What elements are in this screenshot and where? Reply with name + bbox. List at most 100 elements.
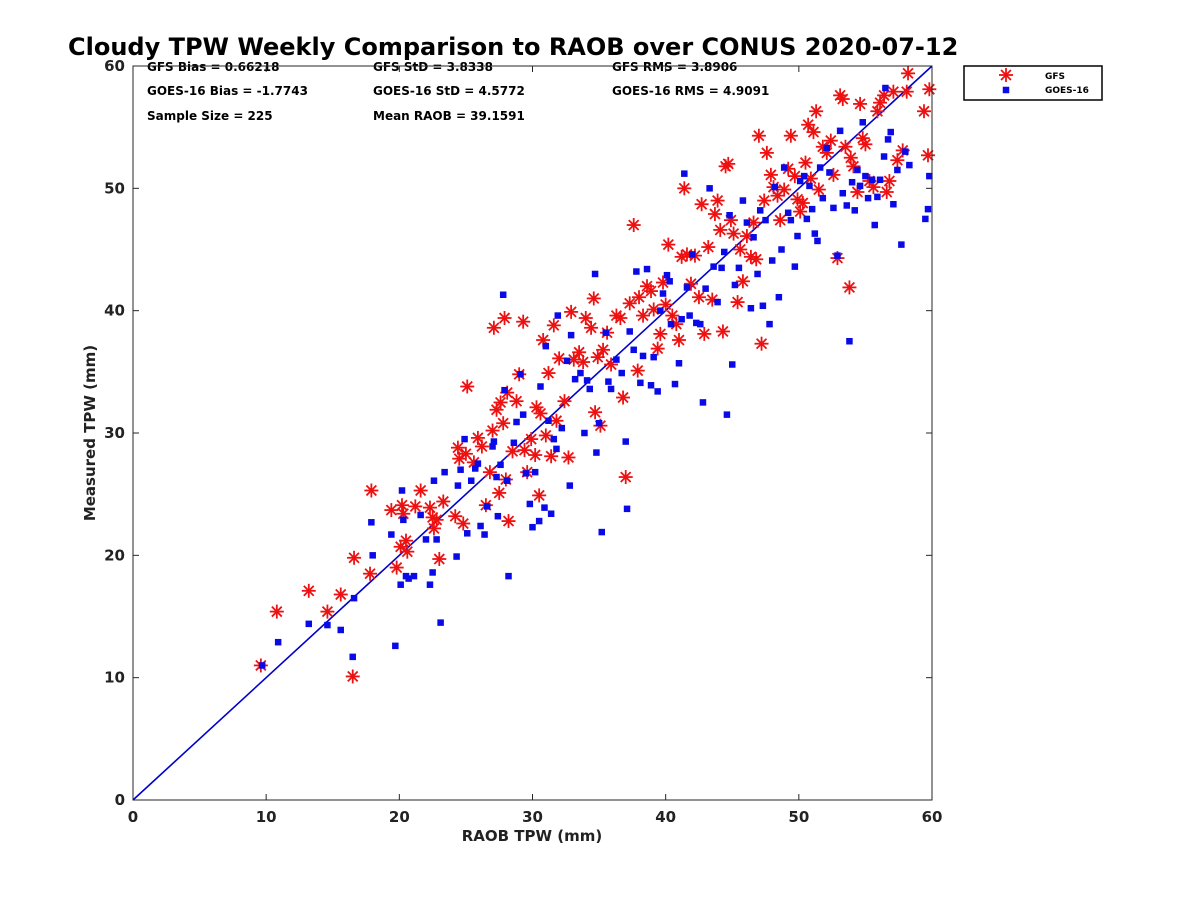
point-gfs: [408, 499, 423, 514]
legend: GFS GOES-16: [963, 65, 1103, 101]
point-goes16: [637, 379, 644, 387]
point-gfs: [436, 494, 451, 509]
point-goes16: [851, 207, 859, 214]
point-gfs: [632, 290, 647, 305]
y-tick-label: 60: [104, 57, 125, 75]
x-tick-label: 50: [788, 808, 809, 826]
point-gfs: [650, 341, 665, 356]
point-goes16: [541, 504, 548, 511]
point-goes16: [718, 264, 725, 272]
x-tick-label: 0: [128, 808, 138, 826]
point-gfs: [413, 483, 428, 498]
point-goes16: [647, 382, 655, 389]
point-gfs: [528, 448, 543, 463]
point-goes16: [405, 575, 412, 582]
point-gfs: [879, 185, 894, 200]
point-goes16: [505, 572, 512, 580]
point-goes16: [811, 230, 819, 237]
point-gfs: [524, 432, 539, 447]
point-goes16: [654, 388, 661, 395]
point-gfs: [838, 139, 853, 154]
stat-sample-size: Sample Size = 225: [147, 109, 273, 123]
point-gfs: [713, 222, 728, 237]
point-gfs: [882, 173, 897, 188]
point-goes16: [848, 178, 856, 186]
legend-asterisk: [999, 68, 1013, 82]
point-gfs: [474, 439, 489, 454]
point-goes16: [607, 385, 615, 393]
point-goes16: [747, 304, 755, 312]
point-gfs: [588, 405, 603, 420]
point-goes16: [762, 216, 769, 224]
point-gfs: [823, 133, 838, 148]
point-gfs: [694, 197, 709, 212]
point-goes16: [503, 477, 511, 484]
point-goes16: [417, 511, 424, 519]
point-gfs: [795, 196, 810, 211]
point-gfs: [921, 148, 936, 163]
point-goes16: [529, 523, 536, 531]
point-gfs: [809, 104, 824, 119]
point-gfs: [858, 137, 873, 152]
point-gfs: [269, 604, 284, 619]
point-goes16: [388, 531, 395, 538]
point-goes16: [859, 119, 867, 126]
point-goes16: [780, 164, 788, 171]
point-goes16: [823, 144, 831, 152]
point-goes16: [787, 216, 795, 224]
point-goes16: [819, 194, 827, 202]
point-goes16: [924, 205, 932, 213]
point-goes16: [880, 153, 888, 160]
point-goes16: [583, 377, 591, 384]
point-goes16: [305, 620, 313, 628]
point-gfs: [517, 443, 532, 458]
point-goes16: [926, 172, 933, 180]
point-gfs: [492, 485, 507, 500]
point-goes16: [429, 569, 436, 576]
point-goes16: [723, 411, 731, 418]
point-gfs: [751, 128, 766, 143]
point-goes16: [862, 172, 869, 180]
point-gfs: [584, 320, 599, 335]
y-tick-label: 0: [115, 791, 125, 809]
x-tick-label: 60: [922, 808, 943, 826]
point-goes16: [537, 383, 544, 390]
y-tick-label: 30: [104, 424, 125, 442]
point-goes16: [876, 176, 884, 184]
point-goes16: [598, 528, 605, 536]
point-goes16: [871, 221, 878, 229]
point-goes16: [522, 470, 530, 477]
point-goes16: [497, 461, 504, 469]
point-goes16: [481, 531, 488, 538]
point-goes16: [483, 503, 491, 510]
point-goes16: [494, 512, 502, 520]
point-goes16: [324, 621, 331, 629]
point-goes16: [898, 241, 905, 248]
point-goes16: [750, 234, 757, 241]
point-gfs: [787, 169, 802, 184]
point-gfs: [899, 84, 914, 99]
point-goes16: [368, 519, 375, 526]
one-to-one-line: [132, 65, 933, 801]
point-gfs: [886, 84, 901, 99]
point-goes16: [766, 320, 773, 328]
point-goes16: [474, 460, 482, 467]
point-gfs: [622, 296, 637, 311]
point-gfs: [646, 302, 661, 317]
point-gfs: [320, 604, 335, 619]
point-gfs: [384, 503, 399, 518]
y-tick-label: 10: [104, 669, 125, 687]
data-points: [253, 66, 937, 684]
point-goes16: [493, 473, 500, 481]
point-gfs: [333, 587, 348, 602]
point-goes16: [906, 161, 913, 169]
y-axis-label: Measured TPW (mm): [81, 345, 99, 521]
legend-square: [1002, 86, 1010, 94]
point-goes16: [453, 553, 460, 560]
stat-gfs-rms: GFS RMS = 3.8906: [612, 60, 737, 74]
y-tick-label: 40: [104, 302, 125, 320]
point-goes16: [836, 127, 844, 135]
point-gfs: [701, 240, 716, 255]
point-gfs: [735, 274, 750, 289]
legend-box: [963, 65, 1103, 101]
